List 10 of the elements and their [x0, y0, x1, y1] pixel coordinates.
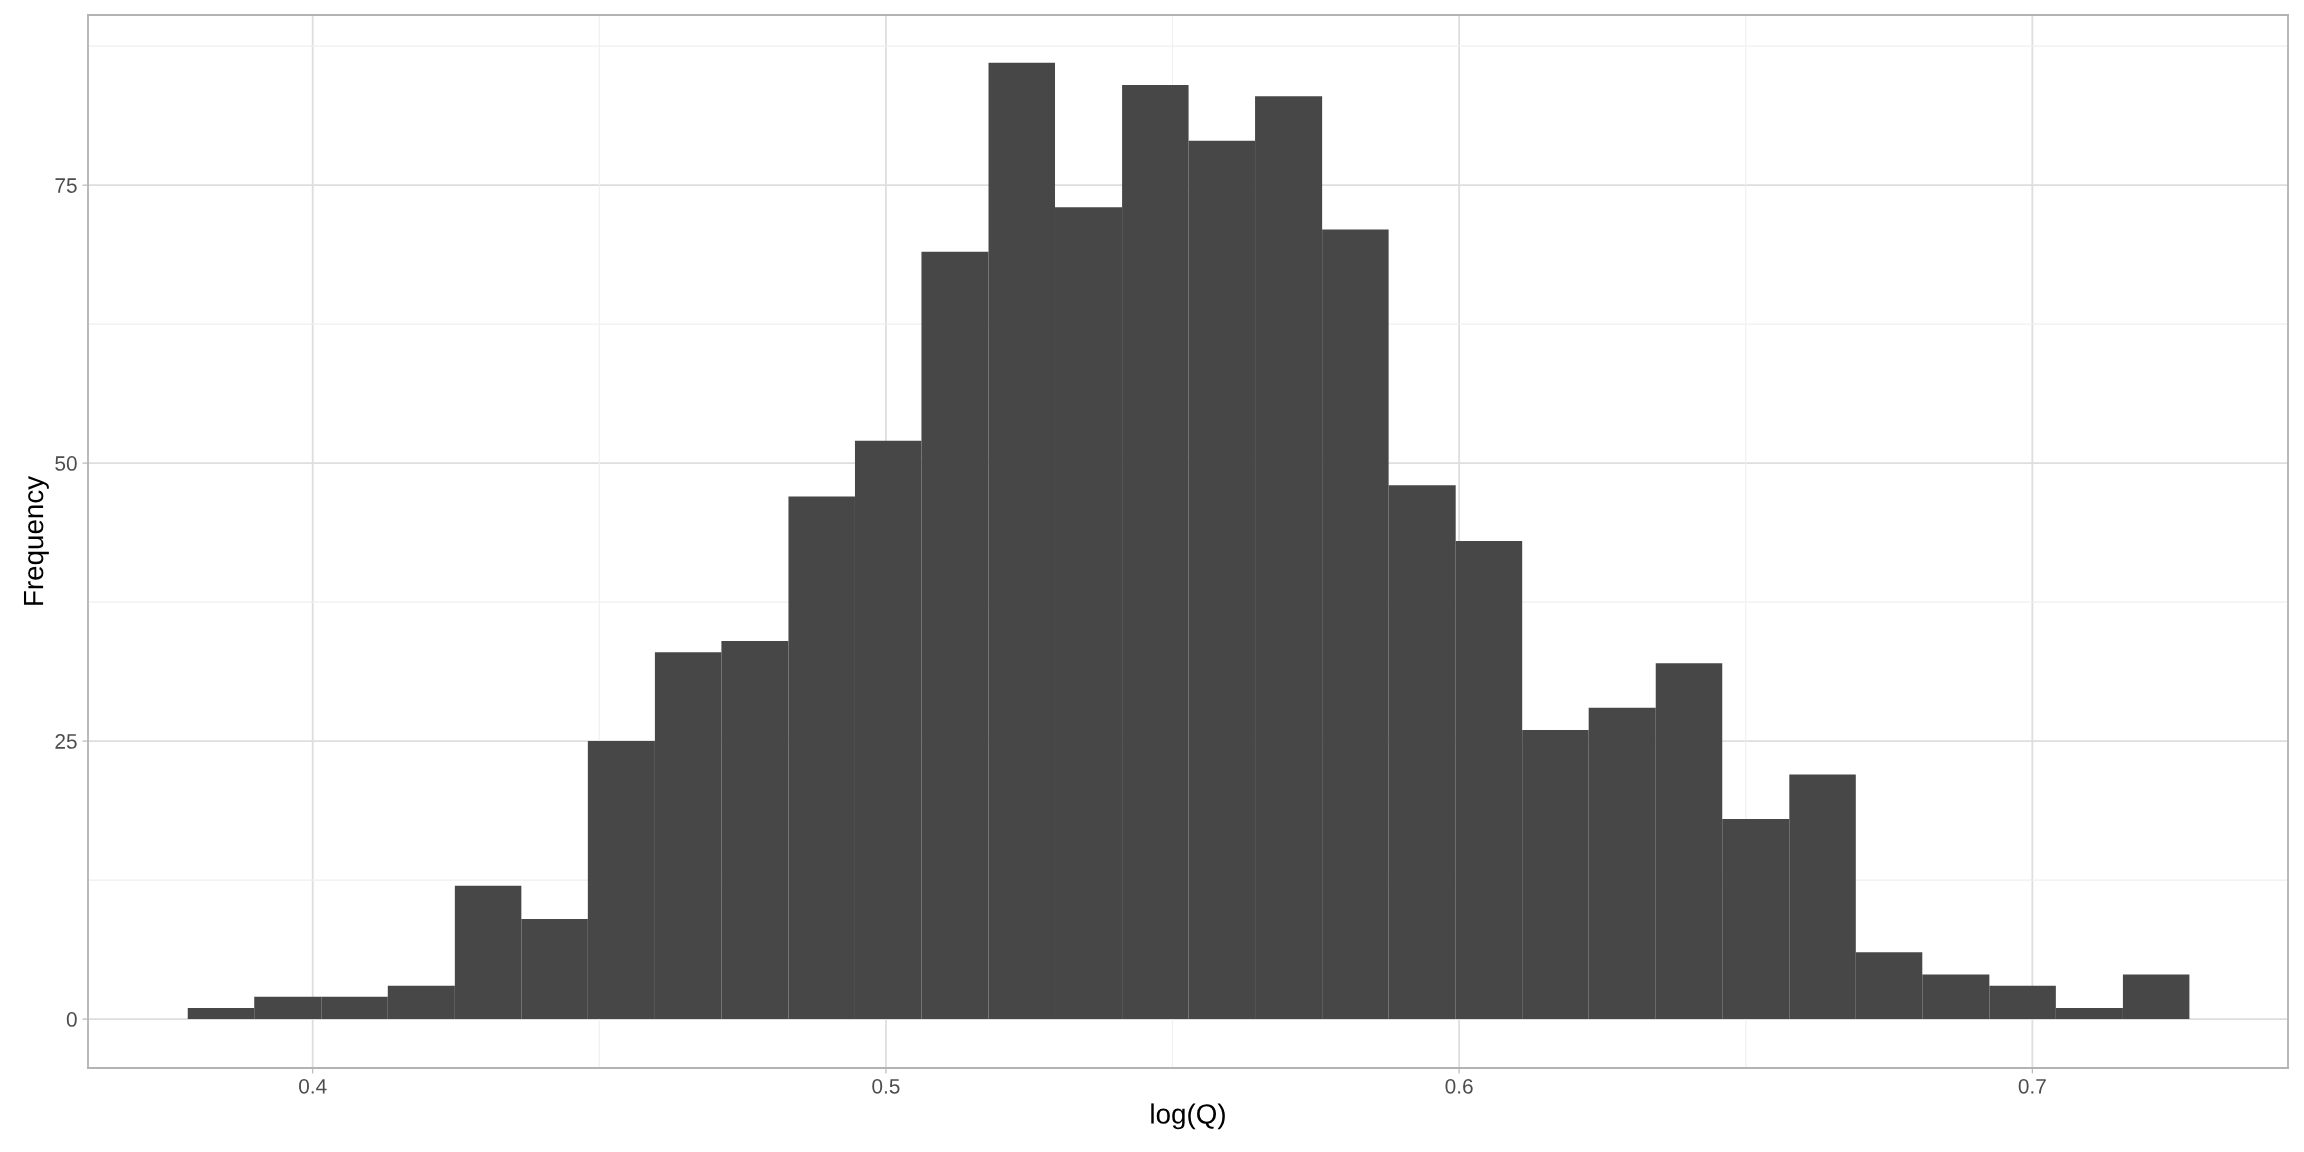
- y-tick-label: 50: [55, 456, 77, 471]
- x-tick-label: 0.5: [872, 1078, 900, 1094]
- x-tick-label: 0.7: [2018, 1078, 2046, 1094]
- y-axis-title: Frequency: [23, 475, 49, 605]
- y-tick-label: 0: [66, 1012, 77, 1027]
- x-axis-title: log(Q): [1151, 1103, 1225, 1130]
- x-tick-label: 0.6: [1445, 1078, 1473, 1094]
- y-tick-label: 25: [55, 734, 77, 749]
- x-tick-label: 0.4: [299, 1078, 327, 1094]
- y-tick-label: 75: [55, 178, 77, 193]
